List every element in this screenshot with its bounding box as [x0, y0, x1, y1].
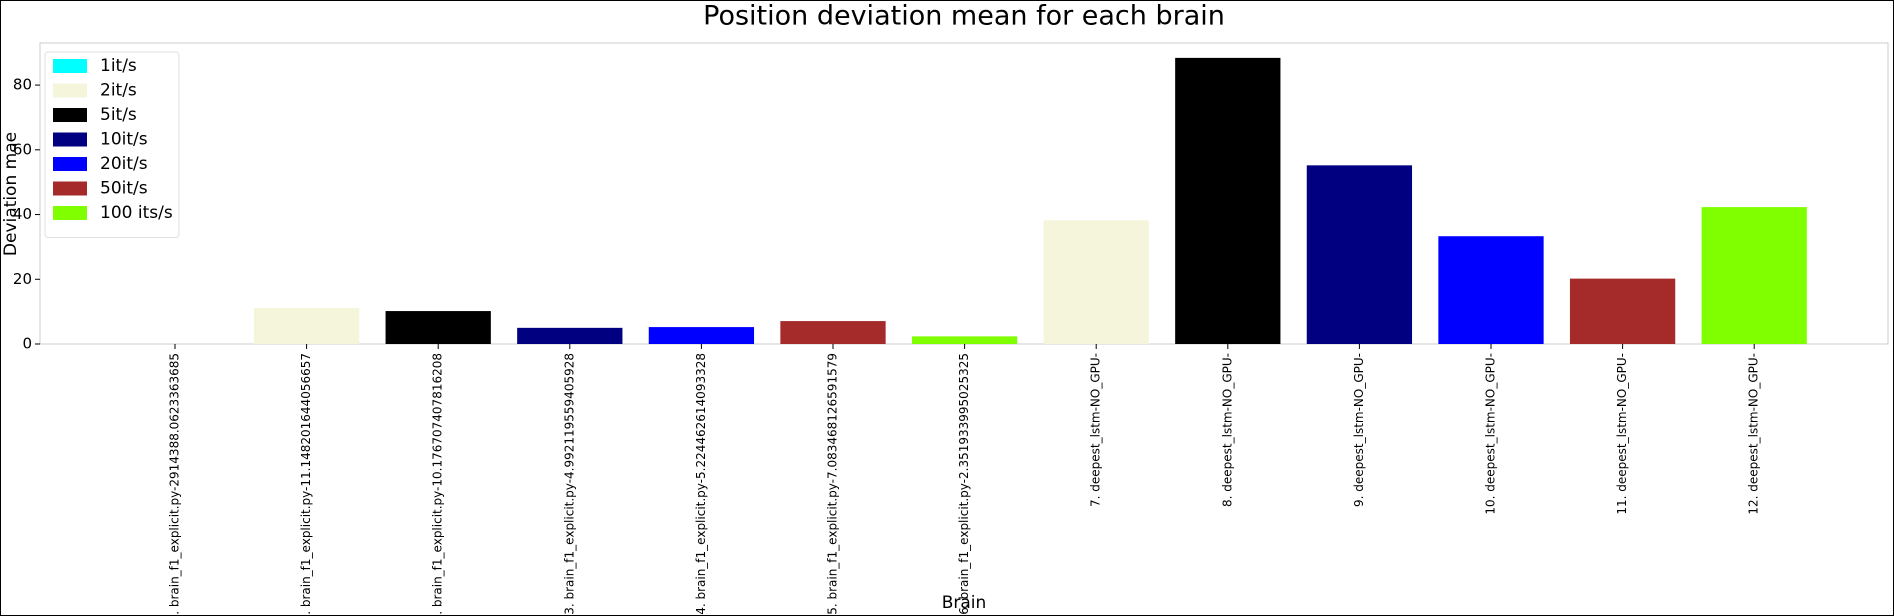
legend-swatch — [53, 206, 87, 220]
x-tick-label: 2. brain_f1_explicit.py-10.1767074078162… — [431, 353, 445, 616]
bar — [1306, 165, 1413, 344]
legend-swatch — [53, 181, 87, 196]
y-tick-label: 80 — [13, 76, 32, 94]
x-axis-label: Brain — [942, 593, 987, 613]
bar — [1569, 278, 1676, 344]
legend-swatch — [53, 157, 87, 171]
legend-label: 50it/s — [100, 179, 148, 199]
x-tick-label: 6. brain_f1_explicit.py-2.35193399502532… — [957, 353, 971, 615]
bar — [1438, 236, 1544, 344]
y-axis-label: Deviation mae — [1, 132, 21, 256]
x-tick-label: 4. brain_f1_explicit.py-5.22446261409332… — [694, 353, 708, 615]
legend-label: 10it/s — [100, 130, 148, 150]
legend-label: 2it/s — [100, 81, 137, 101]
legend-label: 100 its/s — [100, 203, 173, 223]
legend-label: 20it/s — [100, 154, 148, 174]
x-tick-label: 11. deepest_lstm-NO_GPU- — [1615, 353, 1629, 515]
chart-title: Position deviation mean for each brain — [703, 1, 1225, 32]
bar — [911, 336, 1018, 344]
legend-label: 1it/s — [100, 56, 137, 76]
bar — [1043, 220, 1149, 344]
x-tick-label: 1. brain_f1_explicit.py-11.1482016440566… — [299, 353, 313, 616]
y-tick-label: 40 — [13, 205, 32, 223]
bar — [1175, 57, 1281, 344]
legend-swatch — [53, 83, 87, 98]
legend-label: 5it/s — [100, 105, 137, 125]
bar — [648, 327, 755, 344]
x-tick-label: 7. deepest_lstm-NO_GPU- — [1089, 353, 1103, 507]
bar — [253, 307, 360, 344]
y-tick-label: 20 — [13, 270, 32, 288]
bar — [517, 327, 623, 344]
legend-swatch — [53, 132, 87, 147]
x-tick-label: 0. brain_f1_explicit.py-2914388.06233636… — [168, 353, 182, 616]
bar — [780, 321, 886, 344]
x-tick-label: 10. deepest_lstm-NO_GPU- — [1484, 353, 1498, 515]
bar — [1701, 207, 1807, 344]
y-tick-label: 0 — [22, 335, 32, 353]
legend-swatch — [53, 59, 87, 73]
y-tick-label: 60 — [13, 140, 32, 158]
bar — [385, 311, 491, 344]
x-tick-label: 3. brain_f1_explicit.py-4.99211955940592… — [562, 353, 576, 615]
x-tick-label: 8. deepest_lstm-NO_GPU- — [1220, 353, 1234, 507]
legend-swatch — [53, 108, 87, 122]
x-tick-label: 12. deepest_lstm-NO_GPU- — [1747, 353, 1761, 515]
x-tick-label: 5. brain_f1_explicit.py-7.08346812659157… — [826, 353, 840, 615]
x-tick-label: 9. deepest_lstm-NO_GPU- — [1352, 353, 1366, 507]
